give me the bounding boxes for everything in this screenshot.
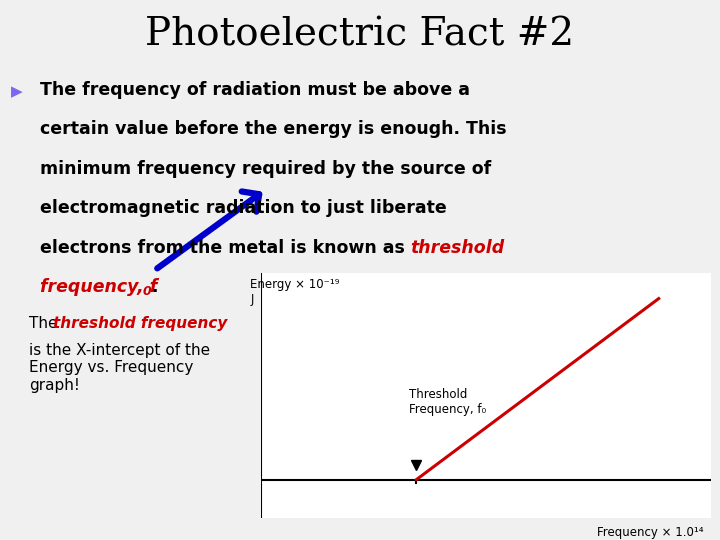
Text: Frequency × 1.0¹⁴
Hz: Frequency × 1.0¹⁴ Hz bbox=[597, 526, 703, 540]
Text: Photoelectric Fact #2: Photoelectric Fact #2 bbox=[145, 16, 575, 53]
Text: Threshold
Frequency, f₀: Threshold Frequency, f₀ bbox=[410, 388, 487, 416]
Text: .: . bbox=[151, 278, 158, 296]
FancyArrowPatch shape bbox=[157, 192, 259, 268]
Text: The: The bbox=[29, 316, 62, 331]
Text: electromagnetic radiation to just liberate: electromagnetic radiation to just libera… bbox=[40, 199, 446, 217]
Text: ▶: ▶ bbox=[11, 84, 22, 99]
Text: Energy × 10⁻¹⁹
J: Energy × 10⁻¹⁹ J bbox=[251, 278, 340, 306]
Text: frequency, f: frequency, f bbox=[40, 278, 157, 296]
Text: electrons from the metal is known as: electrons from the metal is known as bbox=[40, 239, 410, 256]
Text: 0: 0 bbox=[143, 285, 151, 298]
Text: threshold: threshold bbox=[410, 239, 505, 256]
Text: The frequency of radiation must be above a: The frequency of radiation must be above… bbox=[40, 81, 469, 99]
Text: is the X-intercept of the
Energy vs. Frequency
graph!: is the X-intercept of the Energy vs. Fre… bbox=[29, 343, 210, 393]
Text: threshold frequency: threshold frequency bbox=[53, 316, 227, 331]
Text: minimum frequency required by the source of: minimum frequency required by the source… bbox=[40, 160, 491, 178]
Text: certain value before the energy is enough. This: certain value before the energy is enoug… bbox=[40, 120, 506, 138]
